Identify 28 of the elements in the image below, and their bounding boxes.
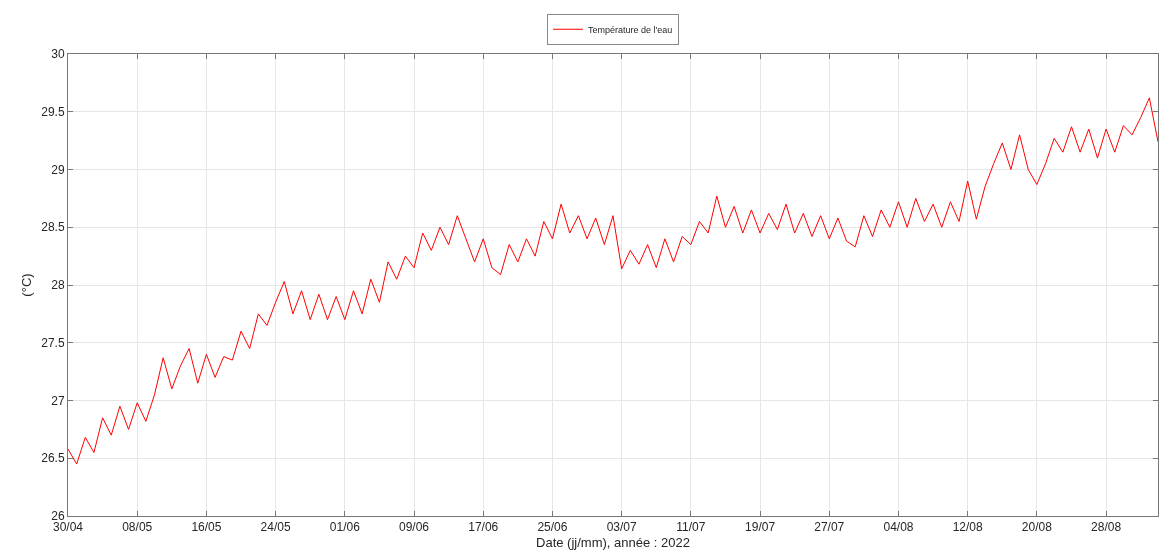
x-tick-label: 08/05 [122,520,153,535]
y-tick-label: 29.5 [41,104,65,119]
y-tick-label: 29 [51,162,65,177]
x-tick-label: 17/06 [468,520,499,535]
x-tick-label: 03/07 [606,520,637,535]
x-tick-label: 11/07 [676,520,706,535]
x-tick-label: 20/08 [1021,520,1053,535]
x-tick-label: 04/08 [883,520,914,535]
legend-label: Température de l'eau [588,24,673,35]
y-tick-label: 28.5 [41,220,65,235]
x-tick-label: 19/07 [745,520,776,535]
x-tick-label: 12/08 [952,520,984,535]
x-tick-label: 24/05 [260,520,291,535]
x-tick-label: 28/08 [1091,520,1122,535]
y-tick-label: 26.5 [41,451,65,466]
y-tick-label: 28 [51,278,65,293]
y-tick-label: 27.5 [41,335,65,350]
line-series [68,97,1158,465]
x-tick-label: 16/05 [191,520,222,535]
x-tick-label: 25/06 [537,520,568,535]
x-tick-label: 01/06 [329,520,361,535]
x-tick-label: 30/04 [52,520,84,535]
y-tick-label: 30 [51,47,65,62]
x-tick-label: 27/07 [814,520,845,535]
y-tick-label: 27 [51,393,65,408]
y-axis-title: (°C) [19,273,35,297]
x-axis-title: Date (jj/mm), année : 2022 [536,535,690,550]
x-tick-label: 09/06 [399,520,430,535]
